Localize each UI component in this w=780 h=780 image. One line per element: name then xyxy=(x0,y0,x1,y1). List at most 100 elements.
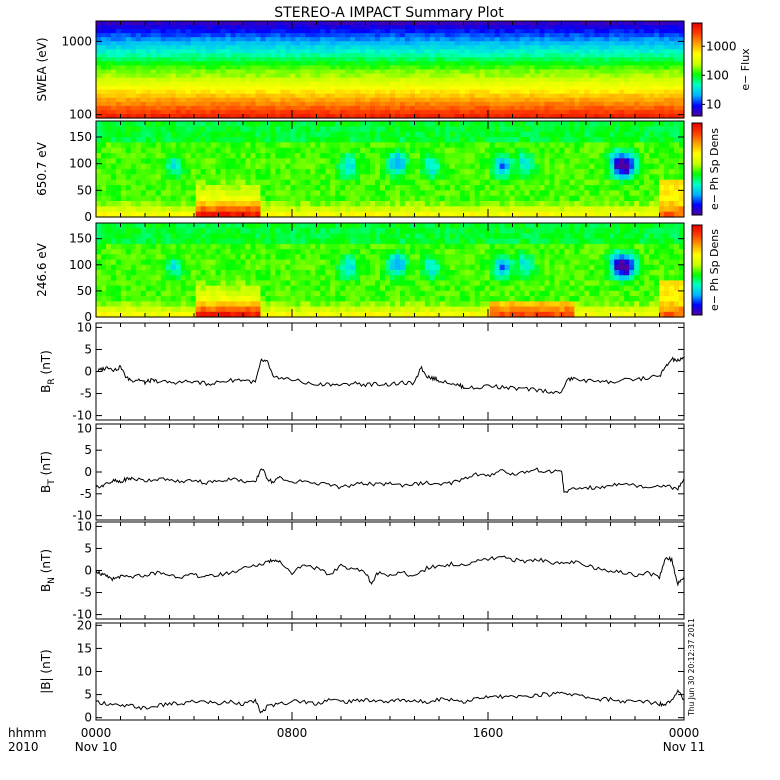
swea-cell xyxy=(195,73,202,79)
swea-cell xyxy=(524,29,531,34)
swea-cell xyxy=(469,109,476,115)
pad650-cell xyxy=(245,179,252,186)
swea-cell xyxy=(345,101,351,107)
pad650-cell xyxy=(664,126,670,133)
pad650-cell xyxy=(285,190,291,197)
pad650-cell xyxy=(130,190,137,197)
pad650-cell xyxy=(444,206,451,213)
swea-cell xyxy=(260,85,267,91)
swea-cell xyxy=(599,93,605,99)
swea-cell xyxy=(300,89,306,95)
swea-cell xyxy=(669,77,675,83)
pad650-cell xyxy=(499,126,506,133)
pad650-cell xyxy=(210,169,217,175)
swea-cell xyxy=(230,105,237,111)
swea-cell xyxy=(210,65,217,71)
pad650-cell xyxy=(479,190,486,197)
pad650-cell xyxy=(390,190,396,197)
swea-cell xyxy=(469,113,476,119)
swea-cell xyxy=(200,77,207,83)
swea-cell xyxy=(210,101,217,107)
swea-cell xyxy=(509,85,516,91)
swea-cell xyxy=(514,61,521,67)
pad650-cell xyxy=(330,195,336,202)
swea-cell xyxy=(444,25,451,30)
swea-cell xyxy=(679,113,685,119)
pad650-cell xyxy=(375,179,381,186)
pad650-cell xyxy=(175,163,182,170)
swea-cell xyxy=(235,49,242,54)
pad650-cell xyxy=(644,179,650,186)
pad650-cell xyxy=(549,201,556,207)
pad650-cell xyxy=(295,201,301,207)
pad650-cell xyxy=(195,185,202,191)
swea-cell xyxy=(564,109,570,115)
swea-cell xyxy=(524,101,531,107)
swea-cell xyxy=(105,45,112,50)
pad650-cell xyxy=(290,126,296,133)
swea-cell xyxy=(524,21,531,26)
swea-cell xyxy=(345,21,351,26)
pad650-cell xyxy=(120,185,127,191)
swea-cell xyxy=(330,69,336,75)
swea-cell xyxy=(120,101,127,107)
swea-cell xyxy=(185,113,192,119)
swea-cell xyxy=(125,29,132,34)
swea-cell xyxy=(504,21,511,26)
swea-cell xyxy=(195,69,202,75)
pad650-cell xyxy=(404,201,411,207)
pad650-cell xyxy=(634,201,640,207)
pad650-cell xyxy=(439,169,446,175)
swea-cell xyxy=(300,61,306,67)
swea-cell xyxy=(659,73,665,79)
swea-cell xyxy=(564,97,570,103)
swea-cell xyxy=(190,53,197,58)
pad650-cell xyxy=(335,211,341,218)
swea-cell xyxy=(185,73,192,79)
swea-cell xyxy=(285,57,291,63)
pad650-cell xyxy=(195,206,202,213)
pad650-cell xyxy=(664,169,670,175)
pad650-cell xyxy=(140,174,147,181)
swea-cell xyxy=(275,109,281,115)
swea-cell xyxy=(674,85,680,91)
pad650-cell xyxy=(280,211,286,218)
swea-cell xyxy=(120,57,127,63)
swea-cell xyxy=(634,85,640,91)
swea-cell xyxy=(270,89,276,95)
swea-cell xyxy=(659,61,665,67)
swea-cell xyxy=(494,45,501,50)
pad650-cell xyxy=(489,185,496,191)
pad650-cell xyxy=(170,121,177,127)
pad650-cell xyxy=(609,206,615,213)
swea-cell xyxy=(345,41,351,46)
swea-cell xyxy=(175,25,182,30)
pad650-cell xyxy=(310,206,316,213)
swea-cell xyxy=(579,113,585,119)
pad650-cell xyxy=(235,211,242,218)
swea-cell xyxy=(574,97,580,103)
pad650-cell xyxy=(654,142,660,149)
swea-cell xyxy=(245,37,252,42)
pad650-cell xyxy=(484,169,491,175)
swea-cell xyxy=(325,57,331,63)
pad650-cell xyxy=(524,158,531,165)
pad650-cell xyxy=(220,153,227,159)
pad650-cell xyxy=(255,163,262,170)
swea-cell xyxy=(594,101,600,107)
pad650-cell xyxy=(469,185,476,191)
swea-cell xyxy=(150,77,157,83)
swea-cell xyxy=(155,57,162,63)
pad650-cell xyxy=(424,211,431,218)
pad650-cell xyxy=(365,185,371,191)
pad650-cell xyxy=(110,158,117,165)
swea-cell xyxy=(534,37,541,42)
swea-cell xyxy=(564,41,570,46)
swea-cell xyxy=(255,21,262,26)
pad650-cell xyxy=(459,169,466,175)
pad650-cell xyxy=(96,201,102,207)
pad650-cell xyxy=(649,126,655,133)
pad650-cell xyxy=(180,158,187,165)
pad650-cell xyxy=(664,158,670,165)
swea-cell xyxy=(130,41,137,46)
